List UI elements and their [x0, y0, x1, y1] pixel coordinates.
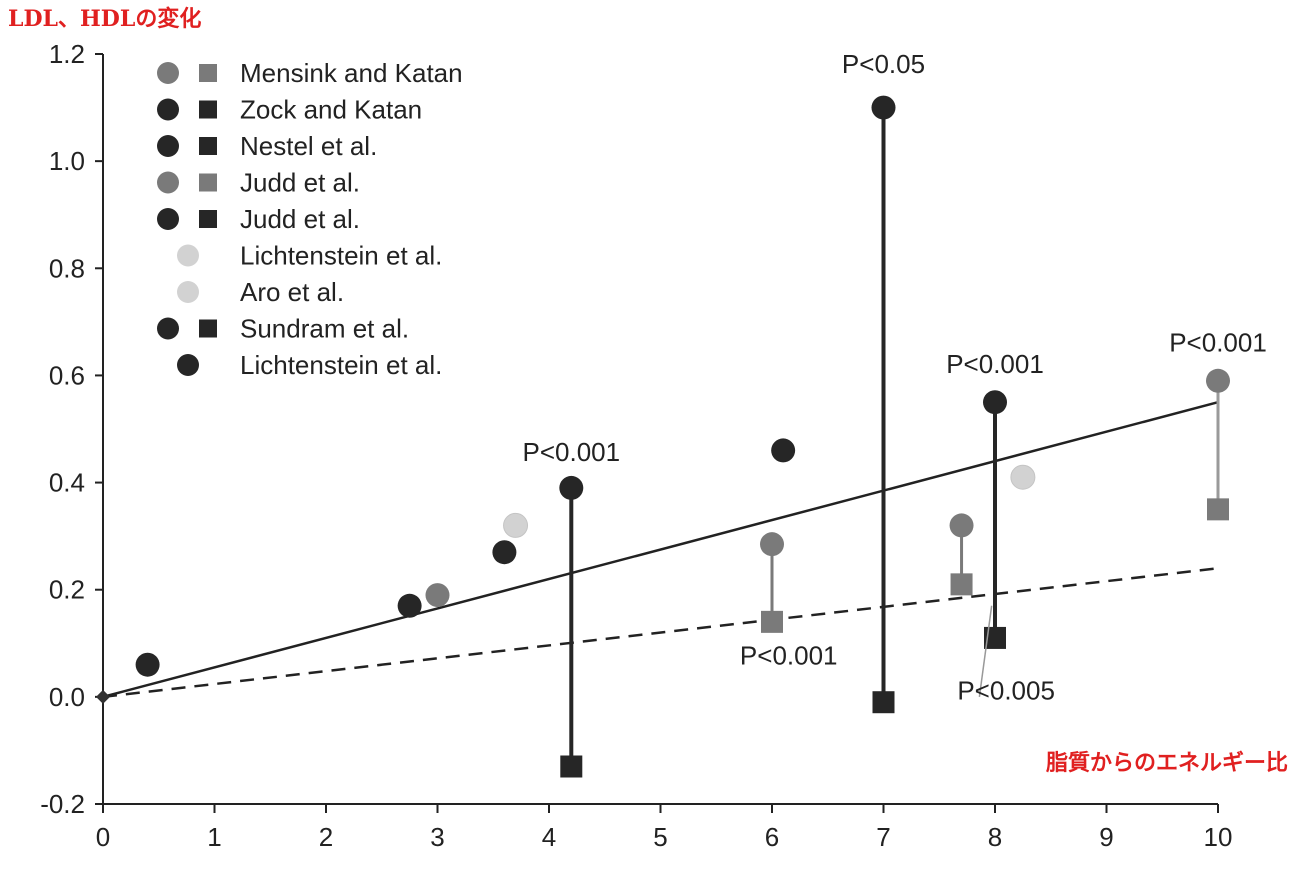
legend-item: Lichtenstein et al.: [177, 350, 442, 380]
legend-item: Nestel et al.: [157, 131, 377, 161]
ldl-circle-point: [871, 95, 896, 120]
legend-label: Aro et al.: [240, 277, 344, 307]
ldl-circle-point: [1010, 464, 1036, 490]
hdl-square-point: [950, 573, 973, 596]
legend-circle-marker: [177, 244, 199, 267]
legend: Mensink and Katan Zock and Katan Nestel et…: [157, 58, 463, 380]
ldl-regression-line: [102, 401, 1219, 699]
ldl-circle-point: [503, 512, 529, 538]
x-tick-label: 0: [96, 822, 110, 852]
hdl-square-point: [761, 610, 783, 633]
legend-square-marker: [199, 173, 217, 192]
p-value-annotation: P<0.001: [740, 641, 838, 671]
ldl-circle-point: [492, 540, 517, 565]
ldl-circle-point: [760, 532, 784, 557]
legend-circle-marker: [177, 281, 199, 303]
y-tick-label: 1.2: [49, 39, 85, 69]
annotation-pointer: [978, 605, 993, 697]
p-value-annotation: P<0.005: [957, 676, 1055, 706]
legend-label: Nestel et al.: [240, 131, 377, 161]
y-tick-label: -0.2: [40, 789, 85, 819]
legend-label: Lichtenstein et al.: [240, 350, 442, 380]
x-axis-label: 脂質からのエネルギー比: [1046, 750, 1288, 776]
legend-item: Zock and Katan: [157, 95, 422, 125]
legend-circle-marker: [177, 354, 199, 376]
legend-label: Judd et al.: [240, 168, 360, 198]
legend-circle-marker: [157, 135, 179, 157]
legend-label: Sundram et al.: [240, 314, 409, 344]
legend-circle-marker: [157, 62, 179, 84]
y-tick-label: 0.8: [49, 253, 85, 283]
legend-circle-marker: [157, 317, 179, 340]
p-value-annotation: P<0.001: [946, 349, 1044, 379]
ldl-circle-point: [771, 438, 796, 463]
legend-square-marker: [199, 100, 217, 119]
x-tick-label: 1: [207, 822, 221, 852]
x-tick-label: 3: [430, 822, 444, 852]
ldl-circle-point: [135, 652, 160, 677]
legend-item: Judd et al.: [157, 168, 360, 198]
hdl-regression-line: [102, 567, 1219, 699]
origin-marker: [96, 689, 110, 704]
x-tick-label: 4: [542, 822, 556, 852]
legend-square-marker: [199, 64, 217, 82]
x-tick-label: 6: [765, 822, 779, 852]
legend-circle-marker: [157, 208, 179, 230]
p-value-annotation: P<0.001: [1169, 327, 1267, 357]
ldl-circle-point: [983, 390, 1007, 415]
y-tick-label: 0.0: [49, 682, 85, 712]
ldl-circle-point: [949, 513, 974, 538]
y-tick-label: 0.6: [49, 360, 85, 390]
p-value-annotation: P<0.05: [842, 49, 925, 79]
legend-circle-marker: [157, 171, 179, 194]
legend-label: Zock and Katan: [240, 95, 422, 125]
legend-item: Sundram et al.: [157, 314, 409, 344]
x-tick-label: 7: [876, 822, 890, 852]
x-tick-label: 8: [988, 822, 1002, 852]
chart-title: LDL、HDLの変化: [8, 6, 201, 32]
ldl-circle-point: [1206, 368, 1230, 393]
legend-circle-marker: [157, 98, 179, 121]
legend-square-marker: [199, 210, 217, 228]
legend-item: Judd et al.: [157, 204, 360, 234]
y-tick-label: 0.4: [49, 468, 85, 498]
hdl-square-point: [984, 626, 1006, 649]
legend-item: Lichtenstein et al.: [177, 241, 442, 271]
legend-label: Mensink and Katan: [240, 58, 463, 88]
ldl-circle-point: [559, 475, 584, 500]
ldl-circle-point: [397, 593, 422, 618]
hdl-square-point: [1207, 498, 1229, 521]
ldl-circle-point: [425, 583, 450, 608]
y-tick-label: 1.0: [49, 146, 85, 176]
x-tick-label: 5: [653, 822, 667, 852]
x-tick-label: 2: [319, 822, 333, 852]
legend-square-marker: [199, 319, 217, 338]
hdl-square-point: [872, 691, 895, 714]
p-value-annotation: P<0.001: [523, 437, 621, 467]
x-tick-label: 9: [1099, 822, 1113, 852]
plot-layer: -0.2 0.0 0.2 0.4 0.6 0.8 1.0 1.2 0 1 2 3 4 5 6 7 8 9 10 P<0…: [40, 39, 1267, 852]
legend-item: Aro et al.: [177, 277, 344, 307]
legend-item: Mensink and Katan: [157, 58, 463, 88]
legend-label: Lichtenstein et al.: [240, 241, 442, 271]
y-tick-label: 0.2: [49, 575, 85, 605]
x-tick-label: 10: [1204, 822, 1233, 852]
legend-label: Judd et al.: [240, 204, 360, 234]
legend-square-marker: [199, 137, 217, 155]
hdl-square-point: [560, 755, 583, 778]
